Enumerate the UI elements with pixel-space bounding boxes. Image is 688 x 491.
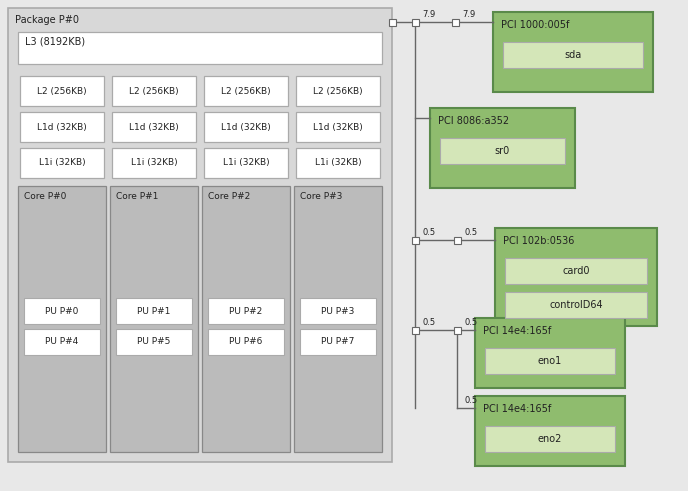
Text: 0.5: 0.5 [464,228,477,237]
Text: 7.9: 7.9 [422,10,436,19]
Text: L2 (256KB): L2 (256KB) [129,86,179,96]
Bar [505,258,647,284]
Text: L1d (32KB): L1d (32KB) [129,122,179,132]
Text: L1i (32KB): L1i (32KB) [39,159,85,167]
Bar [204,112,288,142]
Bar [411,327,418,333]
Bar [112,76,196,106]
Text: PCI 102b:0536: PCI 102b:0536 [503,236,574,246]
Bar [202,186,290,452]
Text: 0.5: 0.5 [464,396,477,405]
Text: Core P#1: Core P#1 [116,192,158,201]
Bar [18,186,106,452]
Text: Package P#0: Package P#0 [15,15,79,25]
Bar [485,426,615,452]
Text: PCI 1000:005f: PCI 1000:005f [501,20,570,30]
Text: Core P#3: Core P#3 [300,192,343,201]
Text: PU P#0: PU P#0 [45,306,78,316]
Text: card0: card0 [562,266,590,276]
Bar [453,327,460,333]
Text: Core P#2: Core P#2 [208,192,250,201]
Text: L2 (256KB): L2 (256KB) [313,86,363,96]
Text: PCI 8086:a352: PCI 8086:a352 [438,116,509,126]
Text: L1d (32KB): L1d (32KB) [313,122,363,132]
Bar [112,148,196,178]
Bar [20,112,104,142]
Bar [485,348,615,374]
Bar [453,237,460,244]
Text: sr0: sr0 [495,146,510,156]
Bar [300,329,376,355]
Bar [294,186,382,452]
Bar [505,292,647,318]
Text: PCI 14e4:165f: PCI 14e4:165f [483,326,551,336]
Bar [204,76,288,106]
Text: controlD64: controlD64 [549,300,603,310]
Text: PU P#3: PU P#3 [321,306,355,316]
Bar [24,329,100,355]
Bar [503,42,643,68]
Text: PU P#1: PU P#1 [138,306,171,316]
Bar [24,298,100,324]
Text: L1d (32KB): L1d (32KB) [221,122,271,132]
Bar [430,108,575,188]
Bar [20,76,104,106]
Text: PU P#5: PU P#5 [138,337,171,347]
Text: L2 (256KB): L2 (256KB) [221,86,271,96]
Bar [116,329,192,355]
Text: eno2: eno2 [538,434,562,444]
Text: L2 (256KB): L2 (256KB) [37,86,87,96]
Bar [20,148,104,178]
Bar [208,298,284,324]
Text: 0.5: 0.5 [422,318,436,327]
Text: sda: sda [564,50,581,60]
Text: 7.9: 7.9 [462,10,475,19]
Text: PU P#6: PU P#6 [229,337,263,347]
Bar [18,32,382,64]
Bar [493,12,653,92]
Bar [440,138,565,164]
Text: PCI 14e4:165f: PCI 14e4:165f [483,404,551,414]
Bar [110,186,198,452]
Text: L1i (32KB): L1i (32KB) [223,159,269,167]
Bar [300,298,376,324]
Text: L1i (32KB): L1i (32KB) [314,159,361,167]
Text: 0.5: 0.5 [464,318,477,327]
Text: 0.5: 0.5 [422,228,436,237]
Bar [8,8,392,462]
Text: Core P#0: Core P#0 [24,192,66,201]
Text: PU P#4: PU P#4 [45,337,78,347]
Bar [296,112,380,142]
Bar [411,19,418,26]
Text: eno1: eno1 [538,356,562,366]
Text: L3 (8192KB): L3 (8192KB) [25,36,85,46]
Bar [475,396,625,466]
Text: PU P#7: PU P#7 [321,337,355,347]
Bar [296,148,380,178]
Bar [116,298,192,324]
Bar [451,19,458,26]
Bar [204,148,288,178]
Bar [495,228,657,326]
Bar [389,19,396,26]
Bar [112,112,196,142]
Text: PU P#2: PU P#2 [229,306,263,316]
Text: L1d (32KB): L1d (32KB) [37,122,87,132]
Bar [296,76,380,106]
Bar [411,237,418,244]
Bar [475,318,625,388]
Bar [208,329,284,355]
Text: L1i (32KB): L1i (32KB) [131,159,178,167]
